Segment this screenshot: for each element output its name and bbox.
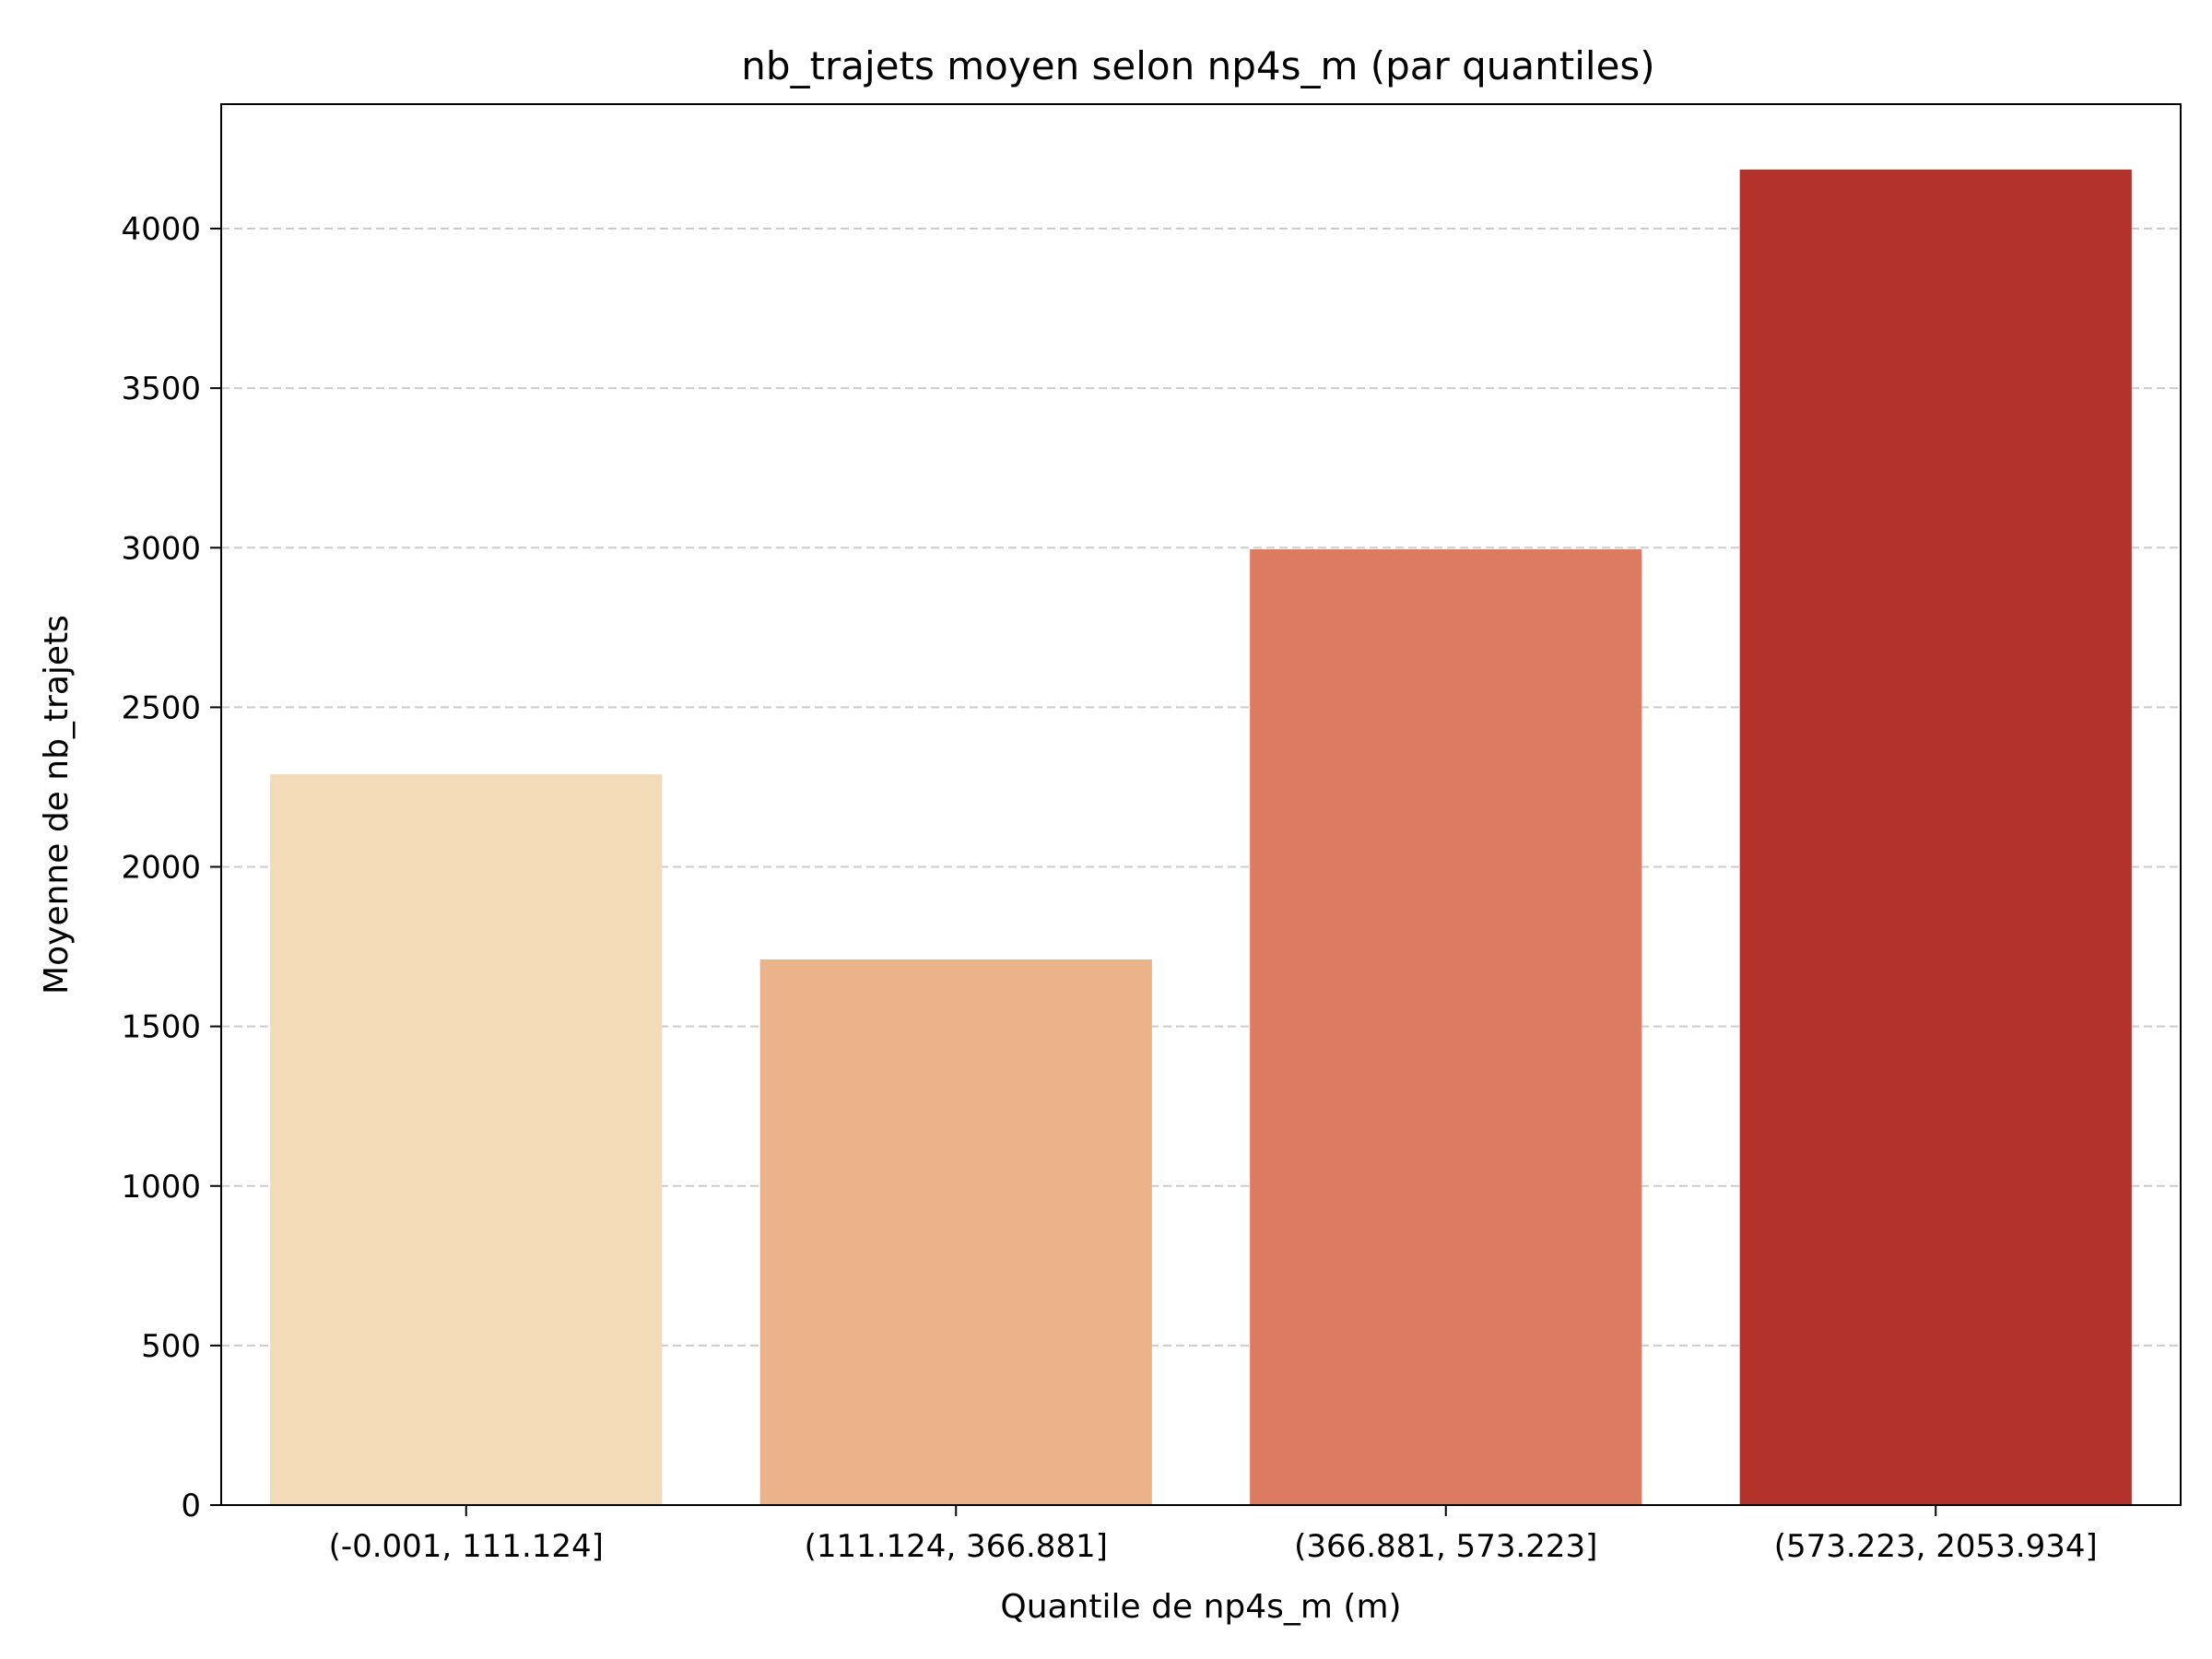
- y-tick-label-7: 3500: [121, 371, 201, 407]
- y-tick-label-8: 4000: [121, 211, 201, 248]
- x-axis-label: Quantile de np4s_m (m): [1000, 1588, 1401, 1626]
- x-tick-label-2: (366.881, 573.223]: [1294, 1528, 1597, 1565]
- bars: [270, 169, 2132, 1505]
- bar-1: [759, 959, 1152, 1505]
- y-tick-label-5: 2500: [121, 689, 201, 726]
- y-axis-label: Moyenne de nb_trajets: [38, 615, 76, 994]
- y-tick-label-1: 500: [141, 1328, 201, 1365]
- x-tick-label-3: (573.223, 2053.934]: [1774, 1528, 2098, 1565]
- plot-frame: [220, 103, 2182, 1506]
- y-axis: 0 500 1000 1500 2000 2500 3000 3500 4000: [121, 211, 221, 1524]
- x-axis: (-0.001, 111.124] (111.124, 366.881] (366.…: [329, 1505, 2098, 1565]
- y-tick-label-0: 0: [181, 1488, 201, 1524]
- bar-0: [270, 774, 663, 1505]
- y-tick-label-3: 1500: [121, 1009, 201, 1046]
- y-tick-label-4: 2000: [121, 850, 201, 887]
- bar-2: [1250, 549, 1642, 1505]
- x-tick-label-0: (-0.001, 111.124]: [329, 1528, 604, 1565]
- y-tick-label-6: 3000: [121, 530, 201, 567]
- x-tick-label-1: (111.124, 366.881]: [805, 1528, 1108, 1565]
- chart-title: nb_trajets moyen selon np4s_m (par quant…: [741, 43, 1654, 88]
- bar-3: [1739, 169, 2132, 1505]
- y-tick-label-2: 1000: [121, 1169, 201, 1206]
